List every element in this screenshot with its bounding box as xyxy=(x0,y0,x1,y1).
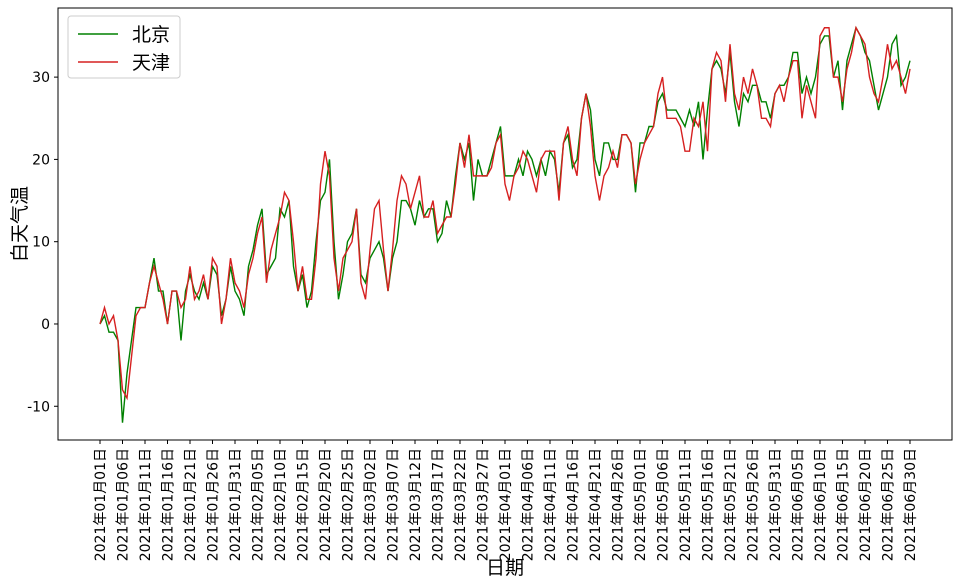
x-tick-label: 2021年01月01日 xyxy=(93,448,109,561)
x-tick-label: 2021年01月31日 xyxy=(228,448,244,561)
x-tick-label: 2021年05月16日 xyxy=(701,448,717,561)
x-tick-label: 2021年04月26日 xyxy=(611,448,627,561)
x-tick-label: 2021年05月01日 xyxy=(633,448,649,561)
x-tick-label: 2021年03月12日 xyxy=(408,448,424,561)
x-tick-label: 2021年02月15日 xyxy=(296,448,312,561)
legend-label: 天津 xyxy=(132,52,170,74)
x-axis-label: 日期 xyxy=(486,557,524,579)
line-series xyxy=(99,25,911,423)
x-tick-label: 2021年05月21日 xyxy=(723,448,739,561)
x-tick-label: 2021年04月16日 xyxy=(566,448,582,561)
x-tick-label: 2021年06月15日 xyxy=(836,448,852,561)
y-axis-label: 白天气温 xyxy=(9,186,31,262)
y-tick-label: 20 xyxy=(32,152,50,168)
x-tick-label: 2021年03月17日 xyxy=(431,448,447,561)
x-tick-label: 2021年02月05日 xyxy=(251,448,267,561)
x-tick-label: 2021年02月20日 xyxy=(318,448,334,561)
x-tick-label: 2021年06月20日 xyxy=(858,448,874,561)
x-tick-label: 2021年06月25日 xyxy=(881,448,897,561)
x-tick-label: 2021年01月16日 xyxy=(161,448,177,561)
x-tick-label: 2021年04月01日 xyxy=(498,448,514,561)
y-tick-label: -10 xyxy=(27,399,50,415)
x-tick-label: 2021年03月27日 xyxy=(476,448,492,561)
line-series xyxy=(99,25,911,401)
legend-label: 北京 xyxy=(132,24,170,46)
x-tick-label: 2021年05月06日 xyxy=(656,448,672,561)
x-tick-label: 2021年06月30日 xyxy=(903,448,919,561)
x-tick-label: 2021年05月31日 xyxy=(768,448,784,561)
y-tick-label: 0 xyxy=(41,317,50,333)
x-tick-label: 2021年01月21日 xyxy=(183,448,199,561)
x-tick-label: 2021年02月25日 xyxy=(341,448,357,561)
x-tick-label: 2021年05月11日 xyxy=(678,448,694,561)
x-tick-label: 2021年04月21日 xyxy=(588,448,604,561)
x-tick-label: 2021年01月26日 xyxy=(206,448,222,561)
x-tick-label: 2021年06月10日 xyxy=(813,448,829,561)
x-tick-label: 2021年03月02日 xyxy=(363,448,379,561)
x-tick-label: 2021年04月06日 xyxy=(521,448,537,561)
x-tick-label: 2021年01月06日 xyxy=(116,448,132,561)
y-tick-label: 30 xyxy=(32,70,50,86)
x-tick-label: 2021年04月11日 xyxy=(543,448,559,561)
y-tick-label: 10 xyxy=(32,235,50,251)
x-tick-label: 2021年02月10日 xyxy=(273,448,289,561)
x-tick-label: 2021年01月11日 xyxy=(138,448,154,561)
x-tick-label: 2021年03月22日 xyxy=(453,448,469,561)
x-tick-label: 2021年06月05日 xyxy=(791,448,807,561)
x-tick-label: 2021年05月26日 xyxy=(746,448,762,561)
x-tick-label: 2021年03月07日 xyxy=(386,448,402,561)
